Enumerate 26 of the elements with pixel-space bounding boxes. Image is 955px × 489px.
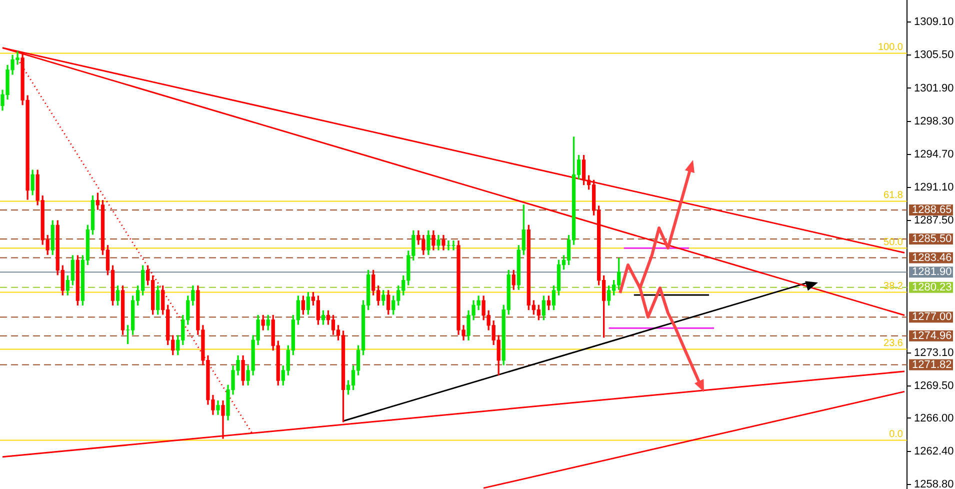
annotation: 23.6 [884, 338, 904, 350]
ref-line-label: 1274.96 [912, 330, 952, 342]
ref-line-label: 1281.90 [912, 266, 952, 278]
y-tick-label: 1266.00 [914, 412, 954, 424]
annotation: 38.2 [884, 281, 904, 292]
y-tick-label: 1309.10 [914, 16, 954, 28]
annotation: 61.8 [884, 190, 904, 202]
y-tick-label: 1258.80 [914, 478, 954, 489]
ref-line-label: 1280.23 [912, 281, 952, 294]
ref-line-label: 1283.46 [912, 252, 952, 264]
y-tick-label: 1269.50 [914, 380, 954, 392]
y-tick-label: 1262.40 [914, 445, 954, 458]
y-tick-label: 1273.10 [914, 346, 954, 359]
y-tick-label: 1305.50 [914, 49, 954, 62]
annotation: 100.0 [878, 42, 904, 54]
y-tick-label: 1301.90 [914, 82, 954, 94]
y-tick-label: 1287.50 [914, 214, 954, 227]
ref-line-label: 1277.00 [912, 311, 952, 324]
y-tick-label: 1291.10 [914, 182, 954, 194]
annotation: 50.0 [884, 236, 904, 248]
y-tick-label: 1294.70 [914, 148, 954, 160]
annotation: 0.0 [889, 429, 904, 440]
ref-line-label: 1285.50 [912, 233, 952, 246]
ref-line-label: 1288.65 [912, 204, 952, 216]
y-tick-label: 1298.30 [914, 115, 954, 128]
ref-line-label: 1271.82 [912, 358, 952, 371]
